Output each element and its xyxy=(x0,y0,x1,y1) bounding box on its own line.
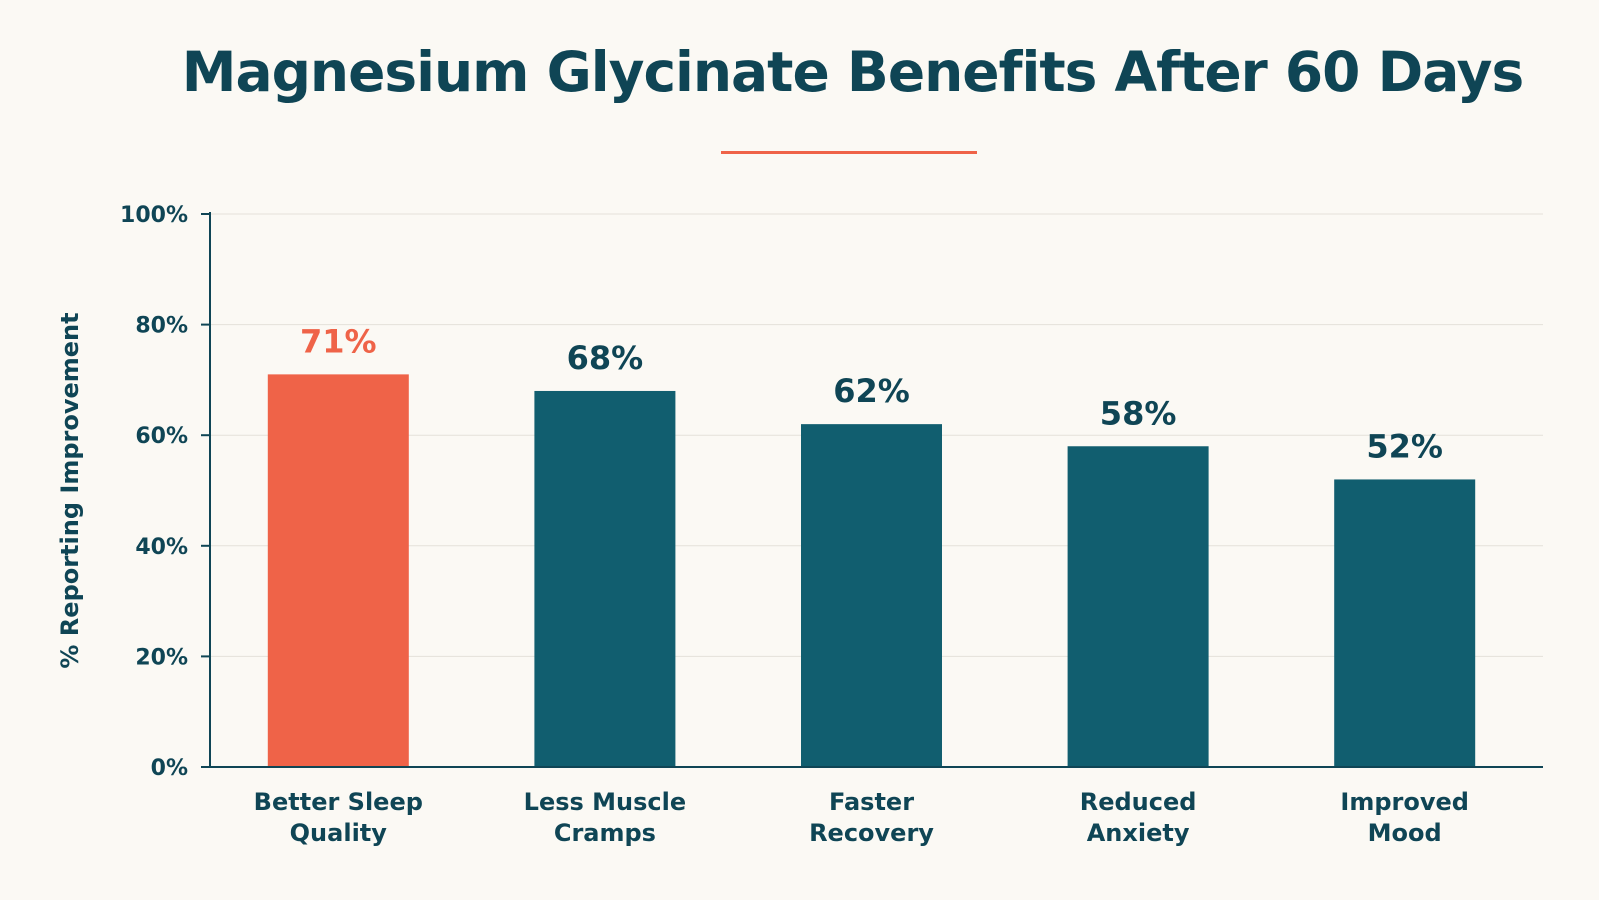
chart-title: Magnesium Glycinate Benefits After 60 Da… xyxy=(181,40,1525,104)
category-label: Improved Mood xyxy=(1340,788,1469,847)
data-label: 62% xyxy=(833,372,910,410)
y-tick-label: 60% xyxy=(135,424,188,449)
bar xyxy=(267,374,409,767)
data-label: 68% xyxy=(567,339,644,377)
category-label-line: Mood xyxy=(1368,819,1442,847)
category-label-line: Improved xyxy=(1340,788,1469,816)
category-label-line: Recovery xyxy=(809,819,934,847)
y-tick-label: 40% xyxy=(135,535,188,560)
y-tick-label: 0% xyxy=(151,756,188,781)
category-label: Faster Recovery xyxy=(809,788,934,847)
data-label: 52% xyxy=(1366,427,1443,465)
category-label-line: Less Muscle xyxy=(524,788,686,816)
category-label-line: Anxiety xyxy=(1087,819,1190,847)
category-label: Reduced Anxiety xyxy=(1080,788,1197,847)
y-tick-label: 100% xyxy=(120,203,188,228)
data-label: 58% xyxy=(1100,394,1177,432)
title-underline xyxy=(721,151,977,154)
category-label-line: Quality xyxy=(290,819,388,847)
bar xyxy=(801,424,942,767)
bar xyxy=(1067,446,1209,767)
y-axis-label: % Reporting Improvement xyxy=(56,312,84,668)
bar xyxy=(534,390,676,767)
y-tick-label: 80% xyxy=(135,314,188,339)
category-label-line: Reduced xyxy=(1080,788,1197,816)
bar xyxy=(1334,479,1476,767)
y-tick-label: 20% xyxy=(135,645,188,670)
data-label: 71% xyxy=(300,322,377,360)
category-label: Less Muscle Cramps xyxy=(524,788,686,847)
category-label-line: Better Sleep xyxy=(254,788,423,816)
category-label-line: Cramps xyxy=(554,819,656,847)
category-label-line: Faster xyxy=(829,788,914,816)
category-label: Better Sleep Quality xyxy=(254,788,423,847)
